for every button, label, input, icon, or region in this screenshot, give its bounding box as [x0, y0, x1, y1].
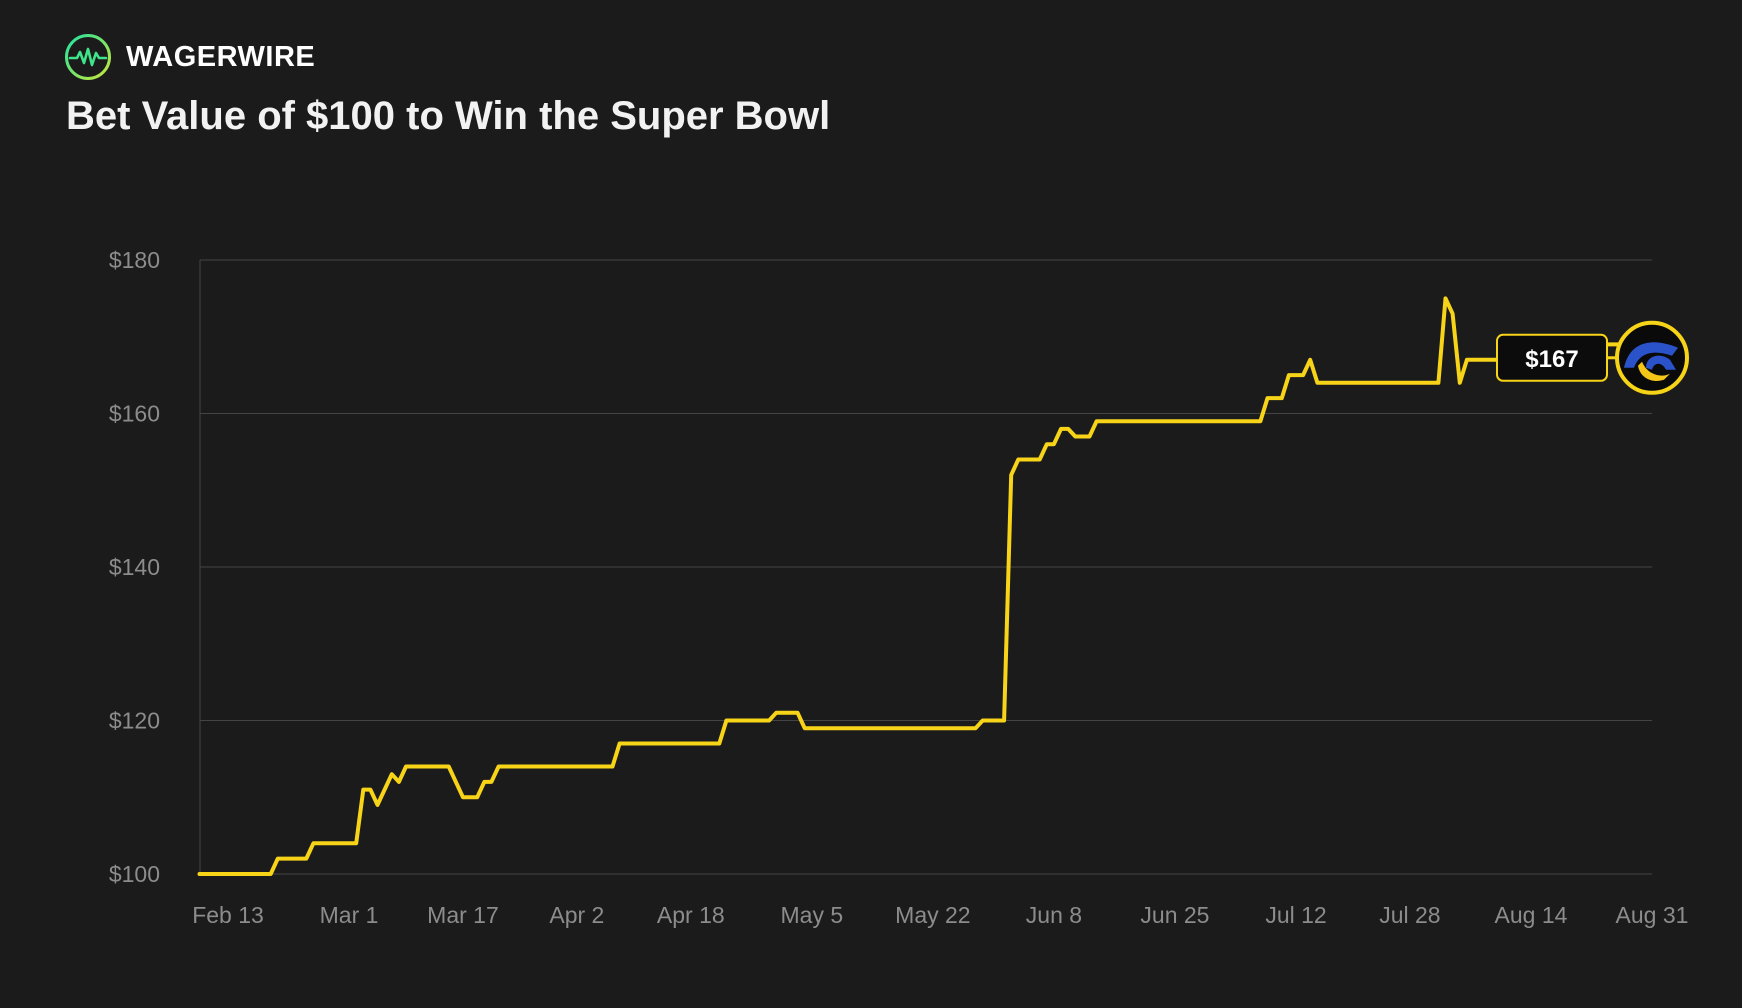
x-tick-label: Jun 25: [1140, 902, 1209, 928]
series-layer: [197, 296, 1633, 876]
x-tick-label: Apr 18: [657, 902, 725, 928]
chart-title: Bet Value of $100 to Win the Super Bowl: [66, 94, 831, 138]
x-tick-label: May 22: [895, 902, 970, 928]
series-line: [197, 296, 1633, 876]
x-tick-label: Feb 13: [192, 902, 264, 928]
x-tick-label: Mar 1: [320, 902, 379, 928]
y-tick-label: $120: [109, 708, 160, 734]
x-axis-ticks: Feb 13 Mar 1 Mar 17 Apr 2 Apr 18 May 5 May 22 J…: [192, 902, 1688, 928]
brand-name: WAGERWIRE: [126, 40, 316, 73]
x-tick-label: Jul 12: [1265, 902, 1326, 928]
pulse-circle-icon: [65, 34, 111, 80]
x-tick-label: Aug 14: [1495, 902, 1568, 928]
value-callout-label: $167: [1525, 346, 1578, 373]
x-tick-label: Apr 2: [549, 902, 604, 928]
y-tick-label: $180: [109, 247, 160, 273]
y-tick-label: $140: [109, 554, 160, 580]
brand: WAGERWIRE: [64, 33, 315, 81]
value-callout-box: [1496, 333, 1608, 382]
la-rams-logo-icon: [1615, 320, 1689, 395]
x-tick-label: May 5: [781, 902, 844, 928]
x-tick-label: Jun 8: [1026, 902, 1082, 928]
y-tick-label: $160: [109, 401, 160, 427]
x-tick-label: Mar 17: [427, 902, 499, 928]
end-annotation: $167: [1496, 320, 1689, 395]
x-tick-label: Aug 31: [1616, 902, 1689, 928]
y-axis-ticks: $100 $120 $140 $160 $180: [109, 247, 160, 887]
x-tick-label: Jul 28: [1379, 902, 1440, 928]
grid-lines: [199, 259, 1652, 875]
y-tick-label: $100: [109, 861, 160, 887]
